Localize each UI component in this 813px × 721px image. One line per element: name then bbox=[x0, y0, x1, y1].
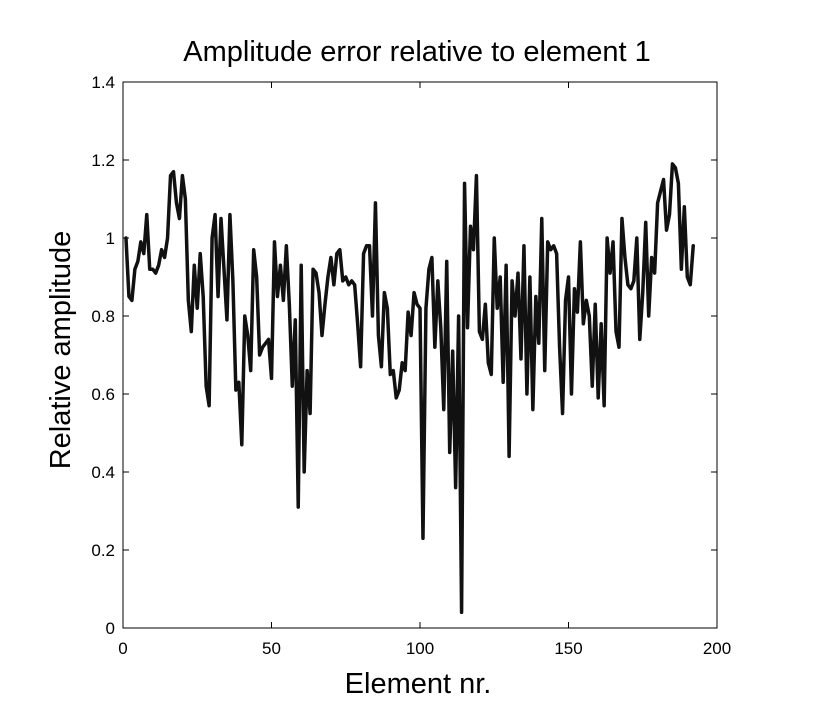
x-axis-label: Element nr. bbox=[345, 668, 492, 700]
axis-ticks bbox=[122, 81, 718, 629]
series-line bbox=[124, 162, 695, 615]
y-tick-label: 0.2 bbox=[91, 541, 115, 560]
y-tick-label: 1 bbox=[106, 229, 115, 248]
y-tick-label: 0.8 bbox=[91, 307, 115, 326]
y-tick-label: 0.6 bbox=[91, 385, 115, 404]
y-tick-label: 1.2 bbox=[91, 151, 115, 170]
y-tick-label: 0.4 bbox=[91, 463, 115, 482]
tick-labels: 0 50 100 150 200 0 0.2 0.4 0.6 0.8 1 1.2 1.4 bbox=[91, 73, 731, 658]
x-tick-label: 0 bbox=[118, 639, 127, 658]
y-tick-label: 1.4 bbox=[91, 73, 115, 92]
x-tick-label: 100 bbox=[406, 639, 434, 658]
x-tick-label: 50 bbox=[262, 639, 281, 658]
x-tick-label: 200 bbox=[703, 639, 731, 658]
x-tick-label: 150 bbox=[554, 639, 582, 658]
chart-title: Amplitude error relative to element 1 bbox=[183, 36, 650, 68]
y-tick-label: 0 bbox=[106, 619, 115, 638]
y-axis-label: Relative amplitude bbox=[45, 231, 77, 470]
